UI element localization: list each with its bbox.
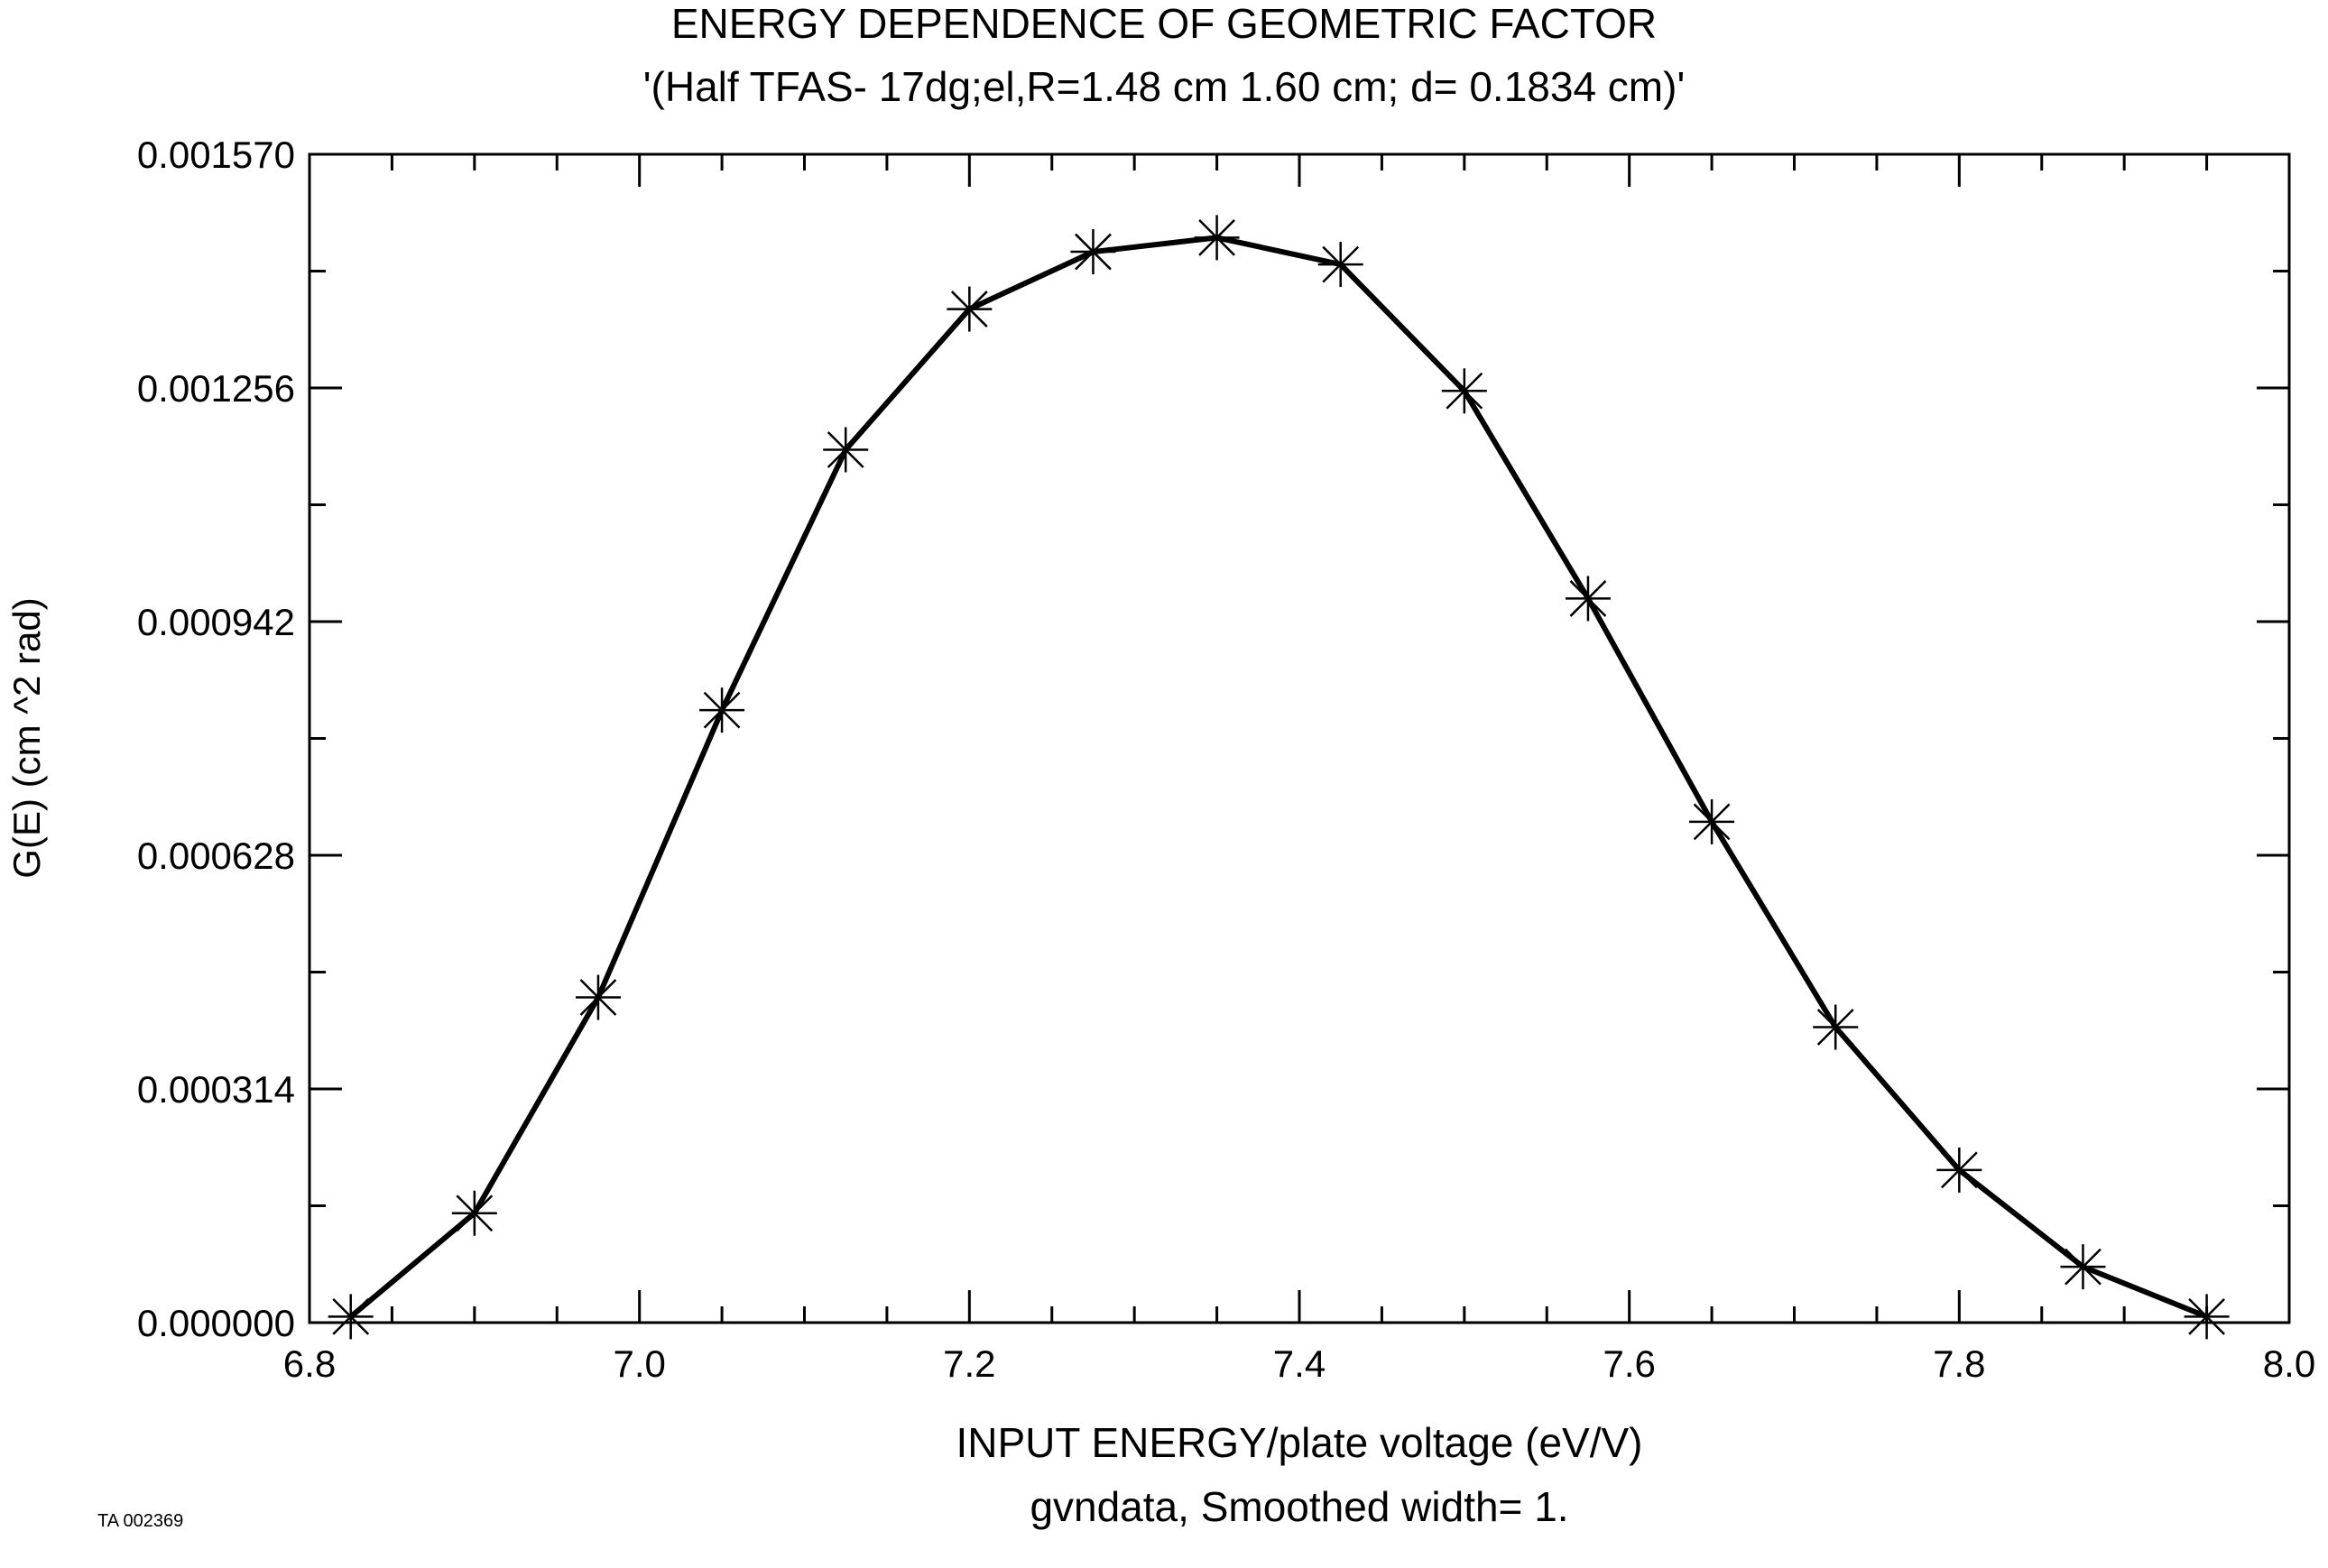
- data-markers: [328, 215, 2230, 1340]
- x-tick-label: 7.6: [1603, 1342, 1655, 1385]
- data-point: [823, 427, 869, 473]
- footer-id: TA 002369: [97, 1511, 183, 1531]
- data-point: [1813, 1004, 1859, 1050]
- y-tick-label: 0.000000: [137, 1302, 295, 1344]
- series-line: [347, 235, 2210, 1320]
- x-axis-label-2: gvndata, Smoothed width= 1.: [1030, 1483, 1568, 1530]
- data-point: [1689, 798, 1735, 844]
- x-tick-label: 7.4: [1273, 1342, 1326, 1385]
- x-tick-label: 7.2: [943, 1342, 995, 1385]
- data-point: [699, 687, 745, 733]
- chart-subtitle: '(Half TFAS- 17dg;el,R=1.48 cm 1.60 cm; …: [643, 63, 1685, 110]
- y-tick-label: 0.000628: [137, 835, 295, 877]
- plot-frame: [308, 152, 2291, 1324]
- data-point: [2184, 1294, 2230, 1340]
- y-tick-label: 0.001256: [137, 367, 295, 410]
- y-axis-label: G(E) (cm ^2 rad): [5, 597, 48, 878]
- chart-title: ENERGY DEPENDENCE OF GEOMETRIC FACTOR: [671, 0, 1657, 47]
- data-point: [947, 286, 993, 332]
- y-tick-label: 0.000314: [137, 1068, 295, 1111]
- x-tick-labels: 6.8 7.0 7.2 7.4 7.6 7.8 8.0: [283, 1342, 2315, 1385]
- y-tick-labels: 0.000000 0.000314 0.000628 0.000942 0.001256…: [137, 134, 295, 1344]
- y-tick-label: 0.001570: [137, 134, 295, 176]
- data-point: [451, 1190, 497, 1236]
- axis-ticks: [308, 152, 2291, 1324]
- data-point: [2060, 1244, 2106, 1290]
- data-point: [1936, 1147, 1982, 1193]
- y-tick-label: 0.000942: [137, 601, 295, 643]
- data-point: [1070, 229, 1116, 275]
- data-point: [1317, 242, 1363, 288]
- x-tick-label: 7.0: [613, 1342, 665, 1385]
- data-point: [575, 974, 621, 1020]
- x-tick-label: 8.0: [2263, 1342, 2315, 1385]
- x-tick-label: 6.8: [283, 1342, 336, 1385]
- data-point: [1565, 576, 1611, 622]
- data-point: [328, 1294, 374, 1340]
- data-point: [1441, 368, 1487, 414]
- x-axis-label: INPUT ENERGY/plate voltage (eV/V): [956, 1419, 1643, 1466]
- data-point: [1194, 215, 1240, 261]
- x-tick-label: 7.8: [1933, 1342, 1985, 1385]
